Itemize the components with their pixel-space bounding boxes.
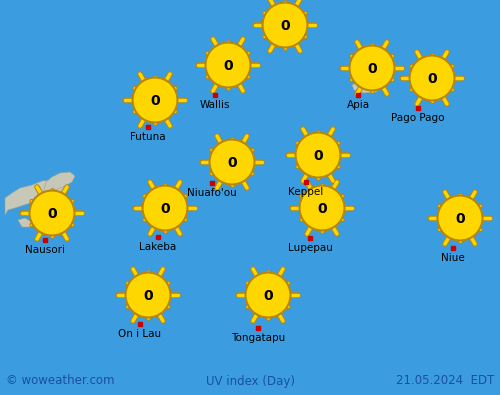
Circle shape (208, 139, 256, 186)
Text: Lupepau: Lupepau (288, 243, 333, 253)
Circle shape (263, 3, 307, 47)
Circle shape (438, 196, 482, 240)
Circle shape (28, 190, 76, 237)
Text: Pago Pago: Pago Pago (391, 113, 445, 123)
Polygon shape (18, 218, 32, 227)
Circle shape (408, 55, 456, 102)
Text: UV index (Day): UV index (Day) (206, 374, 294, 387)
Text: On i Lau: On i Lau (118, 329, 162, 339)
Text: Niue: Niue (441, 253, 465, 263)
Circle shape (246, 273, 290, 317)
Circle shape (348, 45, 396, 92)
Text: 0: 0 (150, 94, 160, 108)
Text: Apia: Apia (346, 100, 370, 110)
Circle shape (206, 43, 250, 87)
Text: 0: 0 (317, 202, 327, 216)
Text: Lakeba: Lakeba (140, 242, 176, 252)
Text: 0: 0 (160, 202, 170, 216)
Text: 0: 0 (47, 207, 57, 221)
Circle shape (350, 46, 394, 90)
Circle shape (298, 184, 346, 231)
Text: Nausori: Nausori (25, 245, 65, 255)
Text: 0: 0 (455, 212, 465, 226)
Text: 0: 0 (427, 72, 437, 86)
Circle shape (133, 78, 177, 122)
Circle shape (294, 132, 342, 179)
Text: Wallis: Wallis (200, 100, 230, 110)
Text: Keppel: Keppel (288, 187, 324, 197)
Circle shape (210, 140, 254, 184)
Polygon shape (35, 222, 48, 231)
Polygon shape (44, 172, 75, 195)
Text: © woweather.com: © woweather.com (6, 374, 114, 387)
Text: 0: 0 (227, 156, 237, 170)
Polygon shape (352, 80, 382, 93)
Text: Futuna: Futuna (130, 132, 166, 142)
Text: 0: 0 (263, 289, 273, 303)
Circle shape (143, 186, 187, 230)
Circle shape (124, 271, 172, 318)
Text: 0: 0 (143, 289, 153, 303)
Circle shape (126, 273, 170, 317)
Circle shape (204, 41, 252, 88)
Circle shape (296, 133, 340, 177)
Circle shape (30, 191, 74, 235)
Text: 0: 0 (367, 62, 377, 76)
Circle shape (244, 271, 292, 318)
Polygon shape (5, 180, 65, 215)
Text: Tongatapu: Tongatapu (231, 333, 285, 343)
Circle shape (142, 184, 188, 231)
Circle shape (410, 56, 454, 100)
Circle shape (300, 186, 344, 230)
Text: 0: 0 (313, 149, 323, 163)
Text: 21.05.2024  EDT: 21.05.2024 EDT (396, 374, 494, 387)
Text: Niuafo'ou: Niuafo'ou (187, 188, 237, 198)
Circle shape (262, 2, 308, 49)
Text: 0: 0 (280, 19, 290, 33)
Circle shape (436, 194, 484, 241)
Text: 0: 0 (223, 59, 233, 73)
Circle shape (132, 77, 178, 124)
